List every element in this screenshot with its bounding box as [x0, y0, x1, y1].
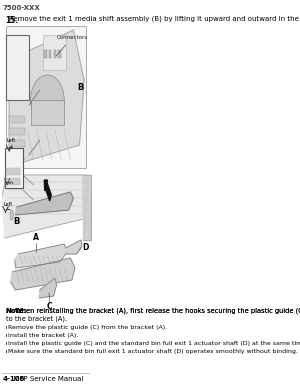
Bar — [43, 35, 66, 70]
Bar — [6, 334, 7, 337]
Bar — [9, 116, 26, 123]
Text: 4-106: 4-106 — [2, 376, 25, 382]
Polygon shape — [82, 175, 91, 240]
Bar — [53, 50, 56, 58]
Bar — [6, 178, 20, 185]
Bar — [6, 350, 7, 353]
Bar — [9, 128, 26, 135]
Polygon shape — [15, 244, 67, 268]
Bar — [6, 342, 7, 345]
Text: When reinstalling the bracket (A), first release the hooks securing the plastic : When reinstalling the bracket (A), first… — [11, 308, 300, 315]
Bar — [49, 50, 51, 58]
Polygon shape — [15, 192, 74, 215]
Text: Note:: Note: — [5, 308, 27, 314]
Bar — [6, 35, 29, 100]
Text: A: A — [33, 233, 39, 242]
Text: B: B — [77, 83, 83, 92]
Text: Note:: Note: — [5, 308, 26, 314]
Text: Install the bracket (A).: Install the bracket (A). — [8, 333, 78, 338]
Text: Remove the plastic guide (C) from the bracket (A).: Remove the plastic guide (C) from the br… — [8, 325, 167, 330]
Polygon shape — [39, 278, 57, 298]
Text: When reinstalling the bracket (A), first release the hooks securing the plastic : When reinstalling the bracket (A), first… — [11, 308, 300, 315]
Bar — [58, 50, 61, 58]
Text: Left: Left — [3, 203, 12, 208]
Text: D: D — [82, 244, 88, 253]
Bar — [6, 326, 7, 329]
Polygon shape — [11, 258, 75, 290]
Bar — [5, 26, 86, 168]
Bar — [6, 168, 20, 175]
Bar — [44, 50, 47, 58]
Text: C: C — [47, 302, 52, 311]
Text: Install the plastic guide (C) and the standard bin full exit 1 actuator shaft (D: Install the plastic guide (C) and the st… — [8, 341, 300, 346]
Polygon shape — [2, 175, 91, 238]
Bar — [9, 140, 26, 147]
Text: B: B — [13, 218, 19, 227]
Ellipse shape — [31, 75, 64, 125]
Text: MFP Service Manual: MFP Service Manual — [9, 376, 83, 382]
Text: Connectors: Connectors — [56, 35, 88, 56]
FancyArrow shape — [44, 180, 51, 201]
Text: 7500-XXX: 7500-XXX — [2, 5, 40, 11]
Bar — [4, 148, 23, 188]
Text: 15.: 15. — [5, 16, 19, 25]
Text: to the bracket (A).: to the bracket (A). — [5, 316, 67, 322]
Bar — [31, 100, 64, 125]
Polygon shape — [65, 240, 82, 254]
Text: Left: Left — [7, 137, 16, 142]
Text: Remove the exit 1 media shift assembly (B) by lifting it upward and outward in t: Remove the exit 1 media shift assembly (… — [9, 16, 300, 23]
Circle shape — [10, 210, 13, 220]
Polygon shape — [9, 30, 84, 165]
Text: Make sure the standard bin full exit 1 actuator shaft (D) operates smoothly with: Make sure the standard bin full exit 1 a… — [8, 349, 298, 354]
Text: Left: Left — [5, 181, 14, 185]
